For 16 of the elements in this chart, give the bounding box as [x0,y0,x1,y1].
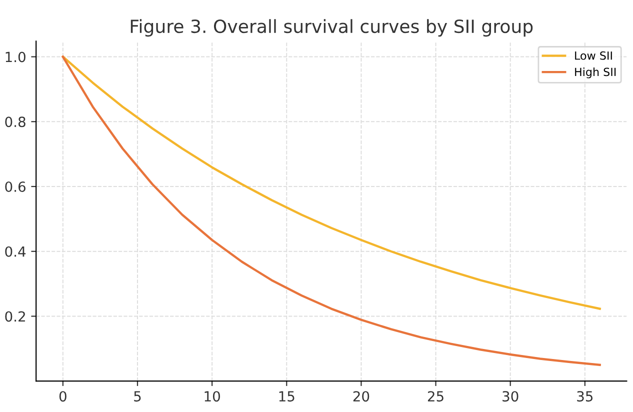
chart-title: Figure 3. Overall survival curves by SII group [130,19,533,37]
y-tick-label: 0.2 [5,311,25,322]
y-tick-label: 0.6 [5,181,26,192]
x-tick-label: 5 [134,391,141,402]
x-tick-label: 25 [428,391,444,402]
legend-label: Low SII [575,51,612,60]
x-tick-label: 10 [204,391,220,402]
y-tick-label: 0.4 [5,246,26,257]
x-tick-label: 20 [353,391,370,402]
x-tick-label: 0 [59,391,66,402]
y-tick-label: 1.0 [6,52,26,62]
y-tick-label: 0.8 [5,116,26,128]
x-tick-label: 15 [279,391,294,402]
x-tick-label: 30 [502,391,518,402]
legend-label: High SII [575,68,616,78]
x-tick-label: 35 [577,391,593,402]
